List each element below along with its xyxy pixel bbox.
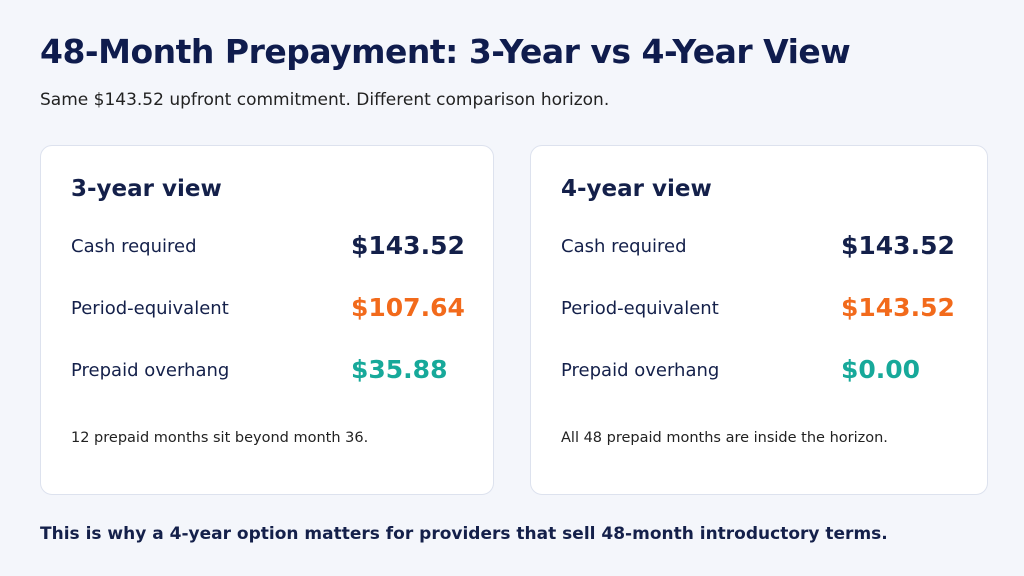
page-subtitle: Same $143.52 upfront commitment. Differe… [40, 90, 610, 110]
row-value: $35.88 [351, 355, 448, 384]
card-note: All 48 prepaid months are inside the hor… [561, 430, 888, 446]
card-title: 3-year view [71, 176, 222, 202]
row-value: $0.00 [841, 355, 921, 384]
row-value: $143.52 [351, 231, 465, 260]
page-title: 48-Month Prepayment: 3-Year vs 4-Year Vi… [40, 32, 851, 71]
row-value: $143.52 [841, 293, 955, 322]
row-label: Prepaid overhang [561, 360, 720, 381]
footer-note: This is why a 4-year option matters for … [40, 524, 888, 544]
card-note: 12 prepaid months sit beyond month 36. [71, 430, 369, 446]
row-label: Cash required [71, 236, 197, 257]
row-value: $107.64 [351, 293, 465, 322]
row-label: Period-equivalent [71, 298, 229, 319]
row-label: Prepaid overhang [71, 360, 230, 381]
card: 3-year view Cash required $143.52 Period… [40, 145, 494, 495]
row-label: Period-equivalent [561, 298, 719, 319]
card-title: 4-year view [561, 176, 712, 202]
row-value: $143.52 [841, 231, 955, 260]
card: 4-year view Cash required $143.52 Period… [530, 145, 988, 495]
row-label: Cash required [561, 236, 687, 257]
